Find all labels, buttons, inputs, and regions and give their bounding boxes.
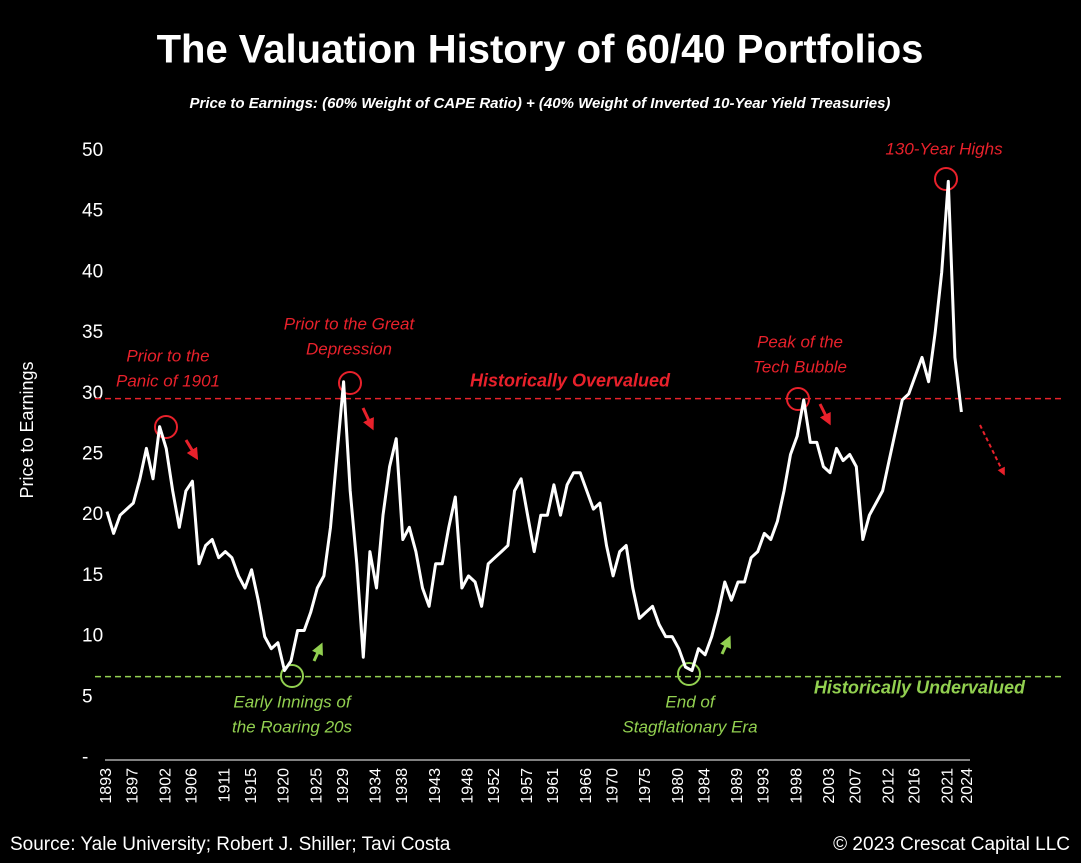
annotation: the Roaring 20s [232, 717, 353, 736]
x-tick-label: 1929 [335, 768, 352, 804]
annotation: Panic of 1901 [116, 371, 220, 390]
x-tick-label: 1943 [427, 768, 444, 804]
x-tick-label: 2003 [821, 768, 838, 804]
y-tick-label: 20 [82, 504, 103, 525]
x-tick-label: 1966 [578, 768, 595, 804]
annotation: Early Innings of [233, 692, 352, 711]
arrow [184, 439, 199, 461]
annotation: Prior to the [126, 346, 209, 365]
annotation: Prior to the Great [284, 314, 416, 333]
x-tick-label: 1998 [788, 768, 805, 804]
y-tick-label: 50 [82, 140, 103, 161]
copyright: © 2023 Crescat Capital LLC [833, 834, 1070, 855]
x-tick-label: 2007 [847, 768, 864, 804]
x-tick-label: 2021 [940, 768, 957, 804]
x-tick-label: 1902 [157, 768, 174, 804]
y-tick-label: - [82, 747, 88, 768]
arrow [312, 642, 323, 662]
y-tick-label: 10 [82, 626, 103, 647]
y-tick-label: 30 [82, 383, 103, 404]
x-tick-label: 2012 [880, 768, 897, 804]
x-tick-label: 1948 [460, 768, 477, 804]
x-tick-label: 1984 [696, 768, 713, 804]
x-tick-label: 1934 [368, 768, 385, 804]
reference-label: Historically Overvalued [470, 370, 671, 390]
source: Source: Yale University; Robert J. Shill… [10, 834, 451, 855]
marker-circle [677, 662, 701, 686]
x-tick-label: 1980 [670, 768, 687, 804]
x-tick-label: 1925 [309, 768, 326, 804]
x-tick-label: 1993 [755, 768, 772, 804]
arrow [361, 407, 374, 431]
chart-title: The Valuation History of 60/40 Portfolio… [157, 28, 924, 72]
x-tick-label: 1893 [98, 768, 115, 804]
x-tick-label: 1975 [637, 768, 654, 804]
marker-circle [934, 167, 958, 191]
y-tick-label: 5 [82, 686, 93, 707]
annotation: Tech Bubble [753, 357, 847, 376]
x-tick-label: 1920 [276, 768, 293, 804]
annotation: Depression [306, 339, 392, 358]
x-tick-label: 1952 [486, 768, 503, 804]
chart-subtitle: Price to Earnings: (60% Weight of CAPE R… [190, 95, 891, 112]
y-axis-title: Price to Earnings [17, 361, 37, 498]
data-line [105, 179, 963, 673]
annotation: Stagflationary Era [622, 717, 757, 736]
x-tick-label: 1915 [243, 768, 260, 804]
y-tick-label: 35 [82, 322, 103, 343]
annotation: Peak of the [757, 332, 843, 351]
x-tick-label: 1989 [729, 768, 746, 804]
reference-label: Historically Undervalued [814, 677, 1026, 697]
x-tick-label: 2016 [907, 768, 924, 804]
arrow [818, 403, 831, 426]
x-tick-label: 1961 [545, 768, 562, 804]
decorations [154, 167, 1005, 688]
arrow [720, 635, 731, 655]
arrow [979, 424, 1005, 476]
annotation: 130-Year Highs [885, 139, 1003, 158]
y-tick-label: 25 [82, 444, 103, 465]
x-tick-label: 1938 [394, 768, 411, 804]
annotation: End of [665, 692, 716, 711]
x-tick-label: 1970 [604, 768, 621, 804]
y-tick-label: 45 [82, 201, 103, 222]
marker-circle [338, 371, 362, 395]
x-tick-label: 2024 [959, 768, 976, 804]
x-tick-label: 1911 [217, 768, 234, 803]
y-tick-label: 15 [82, 565, 103, 586]
x-tick-label: 1906 [184, 768, 201, 804]
y-tick-label: 40 [82, 261, 103, 282]
marker-circle [154, 415, 178, 439]
x-tick-label: 1957 [519, 768, 536, 804]
x-tick-label: 1897 [125, 768, 142, 804]
